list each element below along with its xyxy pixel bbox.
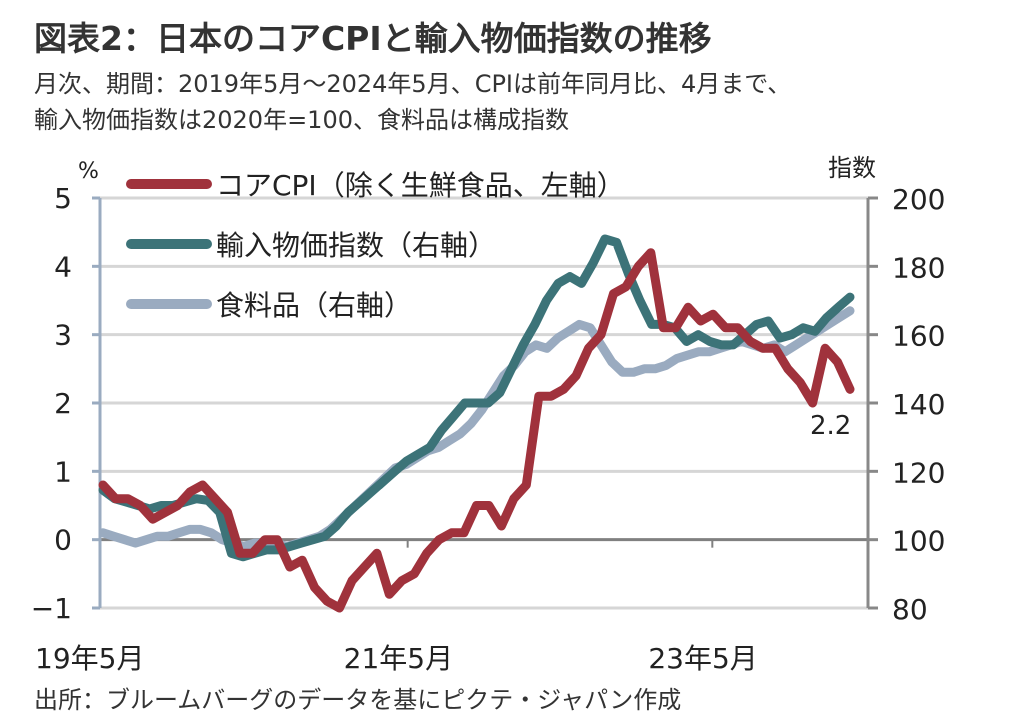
tick-labels: 5 200 4 180 3 160 2 140 1 120 0 100 −1 80 19年5月 21年5月 23…: [31, 182, 946, 675]
right-tick-label: 180: [892, 251, 945, 284]
x-tick-label: 21年5月: [344, 642, 453, 675]
left-tick-label: 4: [54, 250, 72, 283]
legend: コアCPI（除く生鮮食品、左軸） 輸入物価指数（右軸） 食料品（右軸）: [126, 169, 625, 322]
x-tick-label: 19年5月: [35, 642, 144, 675]
chart-title: 図表2：日本のコアCPIと輸入物価指数の推移: [34, 19, 712, 58]
chart-subtitle-line2: 輸入物価指数は2020年=100、食料品は構成指数: [34, 106, 569, 134]
last-value-annotation: 2.2: [810, 411, 851, 441]
right-tick-label: 100: [892, 525, 945, 558]
left-tick-label: 1: [54, 455, 72, 488]
series-lines: [98, 234, 855, 613]
right-tick-label: 140: [892, 388, 945, 421]
legend-label-food: 食料品（右軸）: [216, 289, 412, 322]
source-note: 出所：ブルームバーグのデータを基にピクテ・ジャパン作成: [34, 686, 682, 714]
legend-label-import: 輸入物価指数（右軸）: [216, 229, 496, 262]
left-axis-unit: %: [78, 159, 99, 184]
left-tick-label: 0: [54, 524, 72, 557]
left-tick-label: −1: [31, 592, 72, 625]
series-line-import: [98, 234, 855, 562]
left-tick-label: 3: [54, 319, 72, 352]
left-tick-label: 2: [54, 387, 72, 420]
left-tick-label: 5: [54, 182, 72, 215]
legend-label-cpi: コアCPI（除く生鮮食品、左軸）: [216, 169, 625, 202]
chart-subtitle-line1: 月次、期間：2019年5月～2024年5月、CPIは前年同月比、4月まで、: [34, 70, 792, 98]
series-line-cpi: [98, 248, 855, 613]
right-axis-unit: 指数: [828, 154, 876, 182]
x-tick-label: 23年5月: [648, 642, 757, 675]
right-tick-label: 120: [892, 456, 945, 489]
right-tick-label: 200: [892, 183, 945, 216]
axes: [92, 196, 878, 610]
right-tick-label: 80: [892, 593, 928, 626]
right-tick-label: 160: [892, 320, 945, 353]
